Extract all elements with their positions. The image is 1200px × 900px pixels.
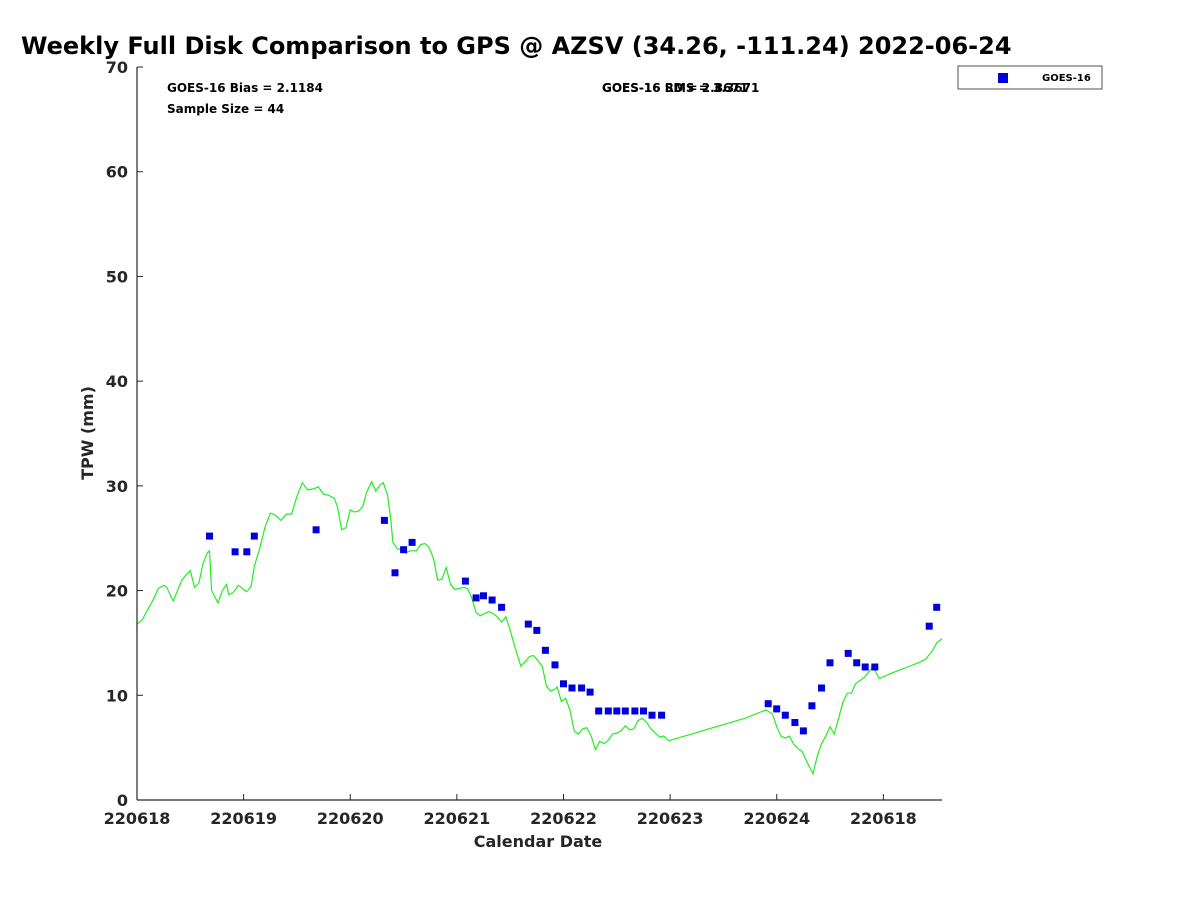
goes16-point bbox=[621, 707, 629, 715]
goes16-point bbox=[461, 577, 469, 585]
goes16-point bbox=[604, 707, 612, 715]
goes16-point bbox=[408, 538, 416, 546]
goes16-point bbox=[640, 707, 647, 715]
rms-annotation: GOES-16 RMS = 3.3671 bbox=[602, 81, 759, 95]
goes16-point bbox=[231, 548, 239, 556]
y-ticks: 0 10 20 30 40 50 60 70 bbox=[106, 58, 143, 810]
goes16-point bbox=[480, 592, 487, 600]
goes16-point bbox=[631, 707, 639, 715]
goes16-point bbox=[853, 659, 861, 667]
goes16-point bbox=[560, 680, 567, 688]
goes16-point bbox=[568, 684, 576, 692]
goes16-point bbox=[658, 711, 666, 719]
y-tick-label: 10 bbox=[106, 686, 128, 705]
goes16-point bbox=[524, 620, 532, 628]
x-tick-label: 220620 bbox=[317, 809, 384, 828]
goes16-point bbox=[472, 594, 480, 602]
legend: GOES-16 bbox=[957, 65, 1103, 90]
x-tick-label: 220622 bbox=[530, 809, 597, 828]
goes16-point bbox=[243, 548, 251, 556]
x-tick-label: 220619 bbox=[210, 809, 277, 828]
sd-annotation: GOES-16 SD = 2.8671 bbox=[602, 81, 748, 95]
legend-label: GOES-16 bbox=[1042, 73, 1091, 84]
y-tick-label: 50 bbox=[106, 267, 128, 286]
goes16-point bbox=[613, 707, 621, 715]
gps-tpw-line bbox=[136, 480, 943, 776]
goes16-points-layer bbox=[206, 516, 941, 735]
goes16-point bbox=[818, 684, 825, 692]
y-tick-label: 40 bbox=[106, 372, 128, 391]
goes16-point bbox=[533, 626, 541, 634]
goes16-point bbox=[551, 661, 559, 669]
y-tick-label: 60 bbox=[106, 163, 128, 182]
chart-title: Weekly Full Disk Comparison to GPS @ AZS… bbox=[21, 32, 1012, 60]
x-ticks: 220618 220619 220620 220621 220622 220623 2206… bbox=[104, 794, 917, 828]
x-tick-label: 220618 bbox=[104, 809, 171, 828]
x-tick-label: 220623 bbox=[637, 809, 704, 828]
goes16-point bbox=[391, 569, 399, 577]
legend-marker bbox=[998, 73, 1008, 83]
x-tick-label: 220624 bbox=[743, 809, 810, 828]
goes16-point bbox=[764, 700, 772, 708]
goes16-point bbox=[925, 622, 933, 630]
y-tick-label: 70 bbox=[106, 58, 128, 77]
goes16-point bbox=[586, 688, 594, 696]
x-tick-label: 220618 bbox=[850, 809, 917, 828]
goes16-point bbox=[773, 705, 781, 713]
goes16-point bbox=[871, 663, 879, 671]
goes16-point bbox=[498, 603, 506, 611]
bias-annotation: GOES-16 Bias = 2.1184 bbox=[167, 81, 323, 95]
y-tick-label: 30 bbox=[106, 477, 128, 496]
goes16-point bbox=[781, 711, 789, 719]
legend-box bbox=[957, 65, 1103, 90]
goes16-point bbox=[312, 526, 320, 534]
goes16-point bbox=[648, 711, 656, 719]
goes16-point bbox=[799, 727, 807, 735]
goes16-point bbox=[400, 546, 408, 554]
goes16-point bbox=[380, 516, 388, 524]
goes16-point bbox=[861, 663, 869, 671]
goes16-point bbox=[933, 603, 941, 611]
goes16-point bbox=[541, 646, 549, 654]
plot-area: 0 10 20 30 40 50 60 70 220618 220619 220620 220621… bbox=[104, 58, 943, 828]
goes16-point bbox=[595, 707, 603, 715]
y-tick-label: 0 bbox=[117, 791, 128, 810]
goes16-point bbox=[206, 532, 213, 540]
goes16-point bbox=[844, 649, 852, 657]
y-axis-label: TPW (mm) bbox=[78, 386, 97, 480]
goes16-point bbox=[791, 719, 799, 726]
x-tick-label: 220621 bbox=[423, 809, 490, 828]
gps-line-layer bbox=[136, 480, 943, 776]
x-axis-label: Calendar Date bbox=[474, 832, 603, 851]
goes16-point bbox=[808, 702, 816, 710]
sample-size-annotation: Sample Size = 44 bbox=[167, 102, 284, 116]
goes16-point bbox=[488, 596, 496, 604]
goes16-point bbox=[826, 659, 834, 667]
goes16-point bbox=[578, 684, 586, 692]
y-tick-label: 20 bbox=[106, 582, 128, 601]
goes16-point bbox=[250, 532, 258, 540]
